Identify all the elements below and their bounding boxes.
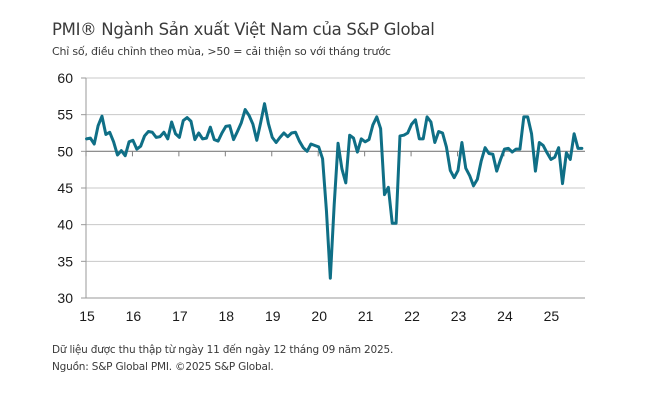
x-tick-label-21: 21 xyxy=(358,308,374,324)
y-tick-label-35: 35 xyxy=(57,253,73,269)
series-group xyxy=(85,102,584,280)
y-tick-label-40: 40 xyxy=(57,217,73,233)
x-tick-label-25: 25 xyxy=(544,308,560,324)
data-collection-note: Dữ liệu được thu thập từ ngày 11 đến ngà… xyxy=(52,344,394,356)
y-tick-label-45: 45 xyxy=(57,180,73,196)
x-tick-label-18: 18 xyxy=(219,308,235,324)
x-tick-label-16: 16 xyxy=(126,308,142,324)
x-tick-label-22: 22 xyxy=(404,308,420,324)
x-tick-label-19: 19 xyxy=(265,308,281,324)
y-tick-label-60: 60 xyxy=(57,70,73,86)
y-tick-label-50: 50 xyxy=(57,143,73,159)
x-tick-label-23: 23 xyxy=(451,308,467,324)
x-tick-label-17: 17 xyxy=(172,308,188,324)
x-tick-label-24: 24 xyxy=(497,308,513,324)
y-tick-label-55: 55 xyxy=(57,107,73,123)
x-tick-label-15: 15 xyxy=(79,308,95,324)
x-tick-label-20: 20 xyxy=(311,308,327,324)
chart-title: PMI® Ngành Sản xuất Việt Nam của S&P Glo… xyxy=(52,20,435,39)
y-axis-ticks: 30 35 40 45 50 55 60 xyxy=(57,70,86,306)
gridlines xyxy=(86,77,585,262)
chart-subtitle: Chỉ số, điều chỉnh theo mùa, >50 = cải t… xyxy=(52,45,391,58)
x-axis-ticks: 15 16 17 18 19 20 21 22 23 24 25 xyxy=(79,151,559,324)
pmi-series-line xyxy=(85,102,584,280)
y-tick-label-30: 30 xyxy=(57,290,73,306)
source-note: Nguồn: S&P Global PMI. ©2025 S&P Global. xyxy=(52,361,274,373)
